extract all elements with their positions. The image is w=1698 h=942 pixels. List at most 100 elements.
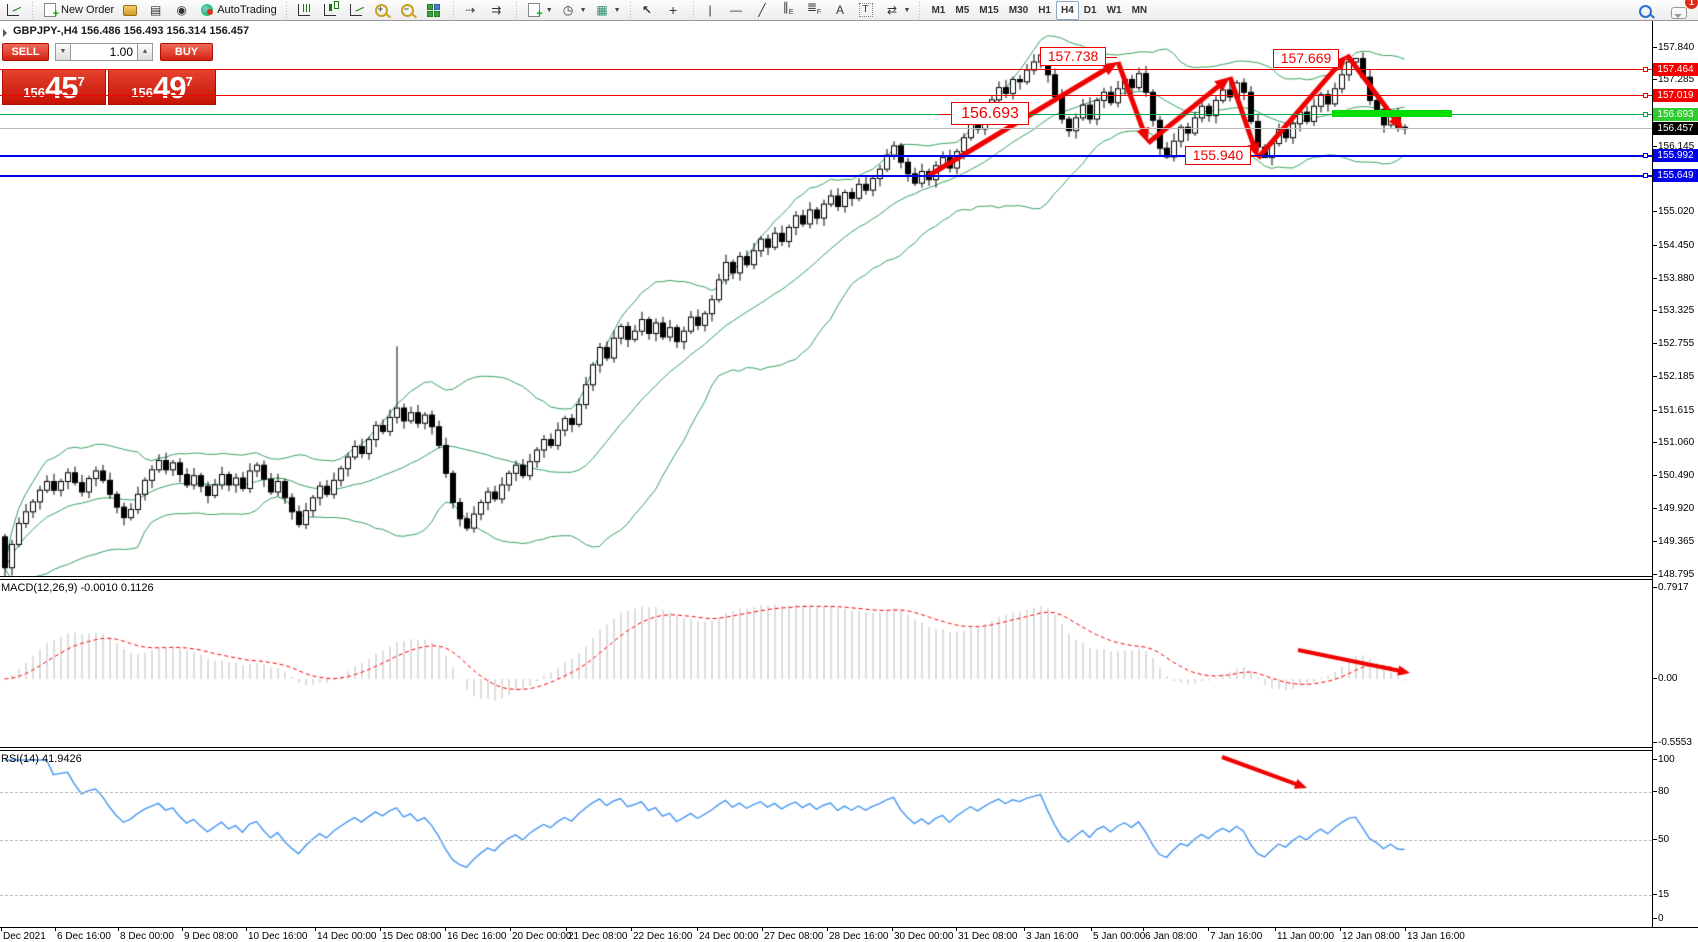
zoom-in-button[interactable]: + (371, 0, 395, 20)
price-annotation-label[interactable]: 157.669 (1273, 49, 1350, 68)
panel-separator[interactable] (0, 576, 1652, 580)
price-axis[interactable]: 157.840157.285156.145155.590155.020154.4… (1652, 21, 1698, 942)
signal-button[interactable]: ◉ (171, 0, 195, 20)
horizontal-level-line[interactable] (0, 155, 1652, 157)
price-annotation-label[interactable]: 157.738 (1040, 47, 1117, 66)
tile-windows-button[interactable] (423, 0, 447, 20)
time-tick-label: 6 Jan 08:00 (1142, 928, 1198, 942)
indicators-button[interactable]: ▼ (523, 0, 556, 20)
time-tick-label: 20 Dec 00:00 (510, 928, 572, 942)
volume-input[interactable] (71, 43, 137, 61)
sell-price-display[interactable]: 156 45 7 (2, 69, 106, 105)
annotation-connector (1250, 155, 1262, 157)
annotation-connector (1105, 56, 1117, 58)
depth-of-market-button[interactable]: ▤ (145, 0, 169, 20)
search-button[interactable] (1636, 1, 1660, 21)
time-tick-label: 9 Dec 08:00 (182, 928, 238, 942)
time-tick-label: 15 Dec 08:00 (380, 928, 442, 942)
price-tick-label: 151.060 (1652, 437, 1695, 449)
line-chart-button[interactable] (345, 0, 369, 20)
panel-separator[interactable] (0, 747, 1652, 751)
cursor-button[interactable]: ↖ (637, 0, 661, 20)
horizontal-line-button[interactable]: — (726, 0, 750, 20)
new-order-icon (44, 3, 59, 20)
timeframe-button-m15[interactable]: M15 (979, 4, 999, 16)
horizontal-level-line[interactable] (0, 175, 1652, 177)
price-annotation-label[interactable]: 155.940 (1185, 146, 1262, 165)
timeframe-button-m5[interactable]: M5 (955, 4, 970, 16)
line-chart-icon (349, 4, 362, 16)
time-tick-label: 6 Dec 16:00 (55, 928, 111, 942)
equidistant-channel-button[interactable]: ∥ (778, 0, 802, 20)
macd-panel-canvas[interactable] (0, 580, 1652, 746)
chart-icon[interactable] (2, 0, 26, 20)
rsi-panel-canvas[interactable] (0, 751, 1652, 926)
time-axis[interactable]: Dec 2021 6 Dec 16:00 8 Dec 00:00 9 Dec 08:0… (0, 927, 1698, 942)
green-highlight-bar[interactable] (1332, 110, 1452, 117)
time-tick-label: 3 Jan 16:00 (1023, 928, 1079, 942)
price-chart-canvas[interactable] (0, 21, 1652, 576)
chart-shift-button[interactable]: ⇉ (486, 0, 510, 20)
timeframe-group: M1 M5 M15 M30 H1 H4 D1 W1 MN (926, 0, 1152, 20)
text-button[interactable]: A (830, 0, 854, 20)
buy-price-big: 49 (152, 70, 186, 105)
arrows-button[interactable]: ⇄ ▼ (882, 0, 914, 20)
timeframe-button-m30[interactable]: M30 (1008, 4, 1029, 16)
fibonacci-button[interactable]: ≣ (804, 0, 828, 20)
timeframe-button-mn[interactable]: MN (1131, 4, 1148, 16)
candlestick-chart-button[interactable] (319, 0, 343, 20)
annotation-connector (940, 113, 952, 115)
sell-button[interactable]: SELL (2, 43, 49, 61)
volume-decrease-button[interactable]: ▼ (55, 43, 71, 61)
price-annotation-label[interactable]: 156.693 (940, 102, 1029, 125)
time-tick-label: 31 Dec 08:00 (956, 928, 1018, 942)
horizontal-level-line[interactable] (0, 114, 1652, 115)
timeframe-button-d1[interactable]: D1 (1083, 4, 1097, 16)
zoom-out-button[interactable]: − (397, 0, 421, 20)
text-label-button[interactable]: T (856, 0, 880, 20)
cursor-icon: ↖ (642, 2, 653, 17)
templates-button[interactable]: ▦ ▼ (592, 0, 624, 20)
autotrading-icon (201, 4, 214, 16)
chevron-down-icon: ▼ (545, 6, 553, 14)
buy-price-small: 156 (131, 85, 153, 100)
new-order-button[interactable]: New Order (39, 0, 117, 20)
bar-chart-button[interactable] (293, 0, 317, 20)
chart-symbol-marker-icon (3, 29, 7, 37)
volume-stepper: ▼ ▲ (55, 43, 153, 61)
toolbar-separator (917, 2, 923, 18)
horizontal-level-line[interactable] (0, 95, 1652, 96)
horizontal-level-line[interactable] (0, 128, 1652, 129)
time-tick-label: 28 Dec 16:00 (827, 928, 889, 942)
macd-tick-label: 0.7917 (1653, 582, 1689, 594)
time-tick-label: 21 Dec 08:00 (566, 928, 628, 942)
buy-button[interactable]: BUY (160, 43, 213, 61)
timeframe-button-m1[interactable]: M1 (931, 4, 946, 16)
vertical-line-button[interactable]: | (700, 0, 724, 20)
equidistant-channel-icon: ∥ (781, 0, 796, 20)
time-tick-label: 8 Dec 00:00 (118, 928, 174, 942)
notifications-button[interactable]: 1 (1668, 0, 1698, 21)
macd-label: MACD(12,26,9) -0.0010 0.1126 (1, 582, 154, 594)
volume-increase-button[interactable]: ▲ (137, 43, 153, 61)
macd-tick-label: 0.00 (1652, 673, 1678, 684)
timeframe-button-w1[interactable]: W1 (1106, 4, 1122, 16)
autotrading-button[interactable]: AutoTrading (197, 0, 280, 20)
horizontal-level-line[interactable] (0, 69, 1652, 70)
rsi-tick-label: 0 (1653, 913, 1664, 924)
toolbar-separator (283, 2, 289, 18)
periods-button[interactable]: ◷ ▼ (558, 0, 590, 20)
timeframe-button-h4[interactable]: H4 (1055, 0, 1079, 20)
wallet-button[interactable] (119, 0, 143, 20)
crosshair-button[interactable]: + (663, 0, 687, 20)
trendline-button[interactable]: ╱ (752, 0, 776, 20)
buy-price-display[interactable]: 156 49 7 (108, 69, 216, 105)
timeframe-button-h1[interactable]: H1 (1038, 4, 1051, 16)
auto-scroll-button[interactable]: ⇢ (460, 0, 484, 20)
chevron-down-icon: ▼ (579, 6, 587, 14)
buy-price-sup: 7 (185, 74, 193, 89)
rsi-tick-label: 50 (1652, 833, 1670, 845)
time-tick-label: 13 Jan 16:00 (1405, 928, 1465, 942)
time-tick-label: 10 Dec 16:00 (246, 928, 308, 942)
